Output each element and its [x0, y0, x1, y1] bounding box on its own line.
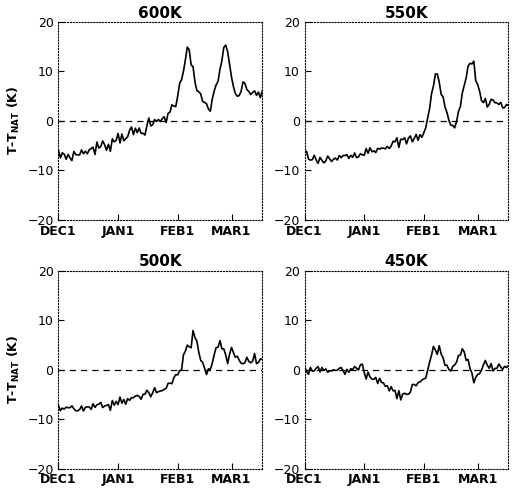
- Title: 550K: 550K: [384, 5, 428, 21]
- Y-axis label: T-T$_{\mathregular{NAT}}$ (K): T-T$_{\mathregular{NAT}}$ (K): [6, 86, 22, 155]
- Title: 450K: 450K: [384, 254, 428, 269]
- Title: 600K: 600K: [138, 5, 182, 21]
- Title: 500K: 500K: [139, 254, 182, 269]
- Y-axis label: T-T$_{\mathregular{NAT}}$ (K): T-T$_{\mathregular{NAT}}$ (K): [6, 335, 22, 404]
